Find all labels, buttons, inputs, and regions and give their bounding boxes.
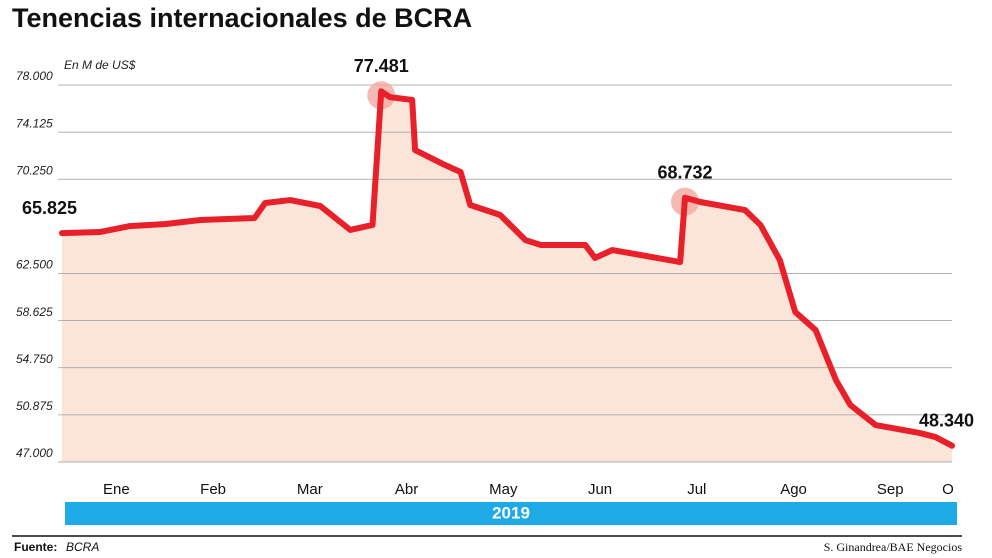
y-tick-label: 50.875 (16, 399, 53, 413)
y-tick-label: 54.750 (16, 352, 53, 366)
line (59, 88, 955, 449)
x-tick-label: O (942, 481, 954, 498)
data-label: 77.481 (354, 56, 409, 76)
x-tick-label: Feb (200, 481, 226, 498)
area (62, 91, 952, 462)
x-tick-label: Sep (877, 481, 904, 498)
x-tick-label: Ene (103, 481, 130, 498)
y-tick-label: 58.625 (16, 305, 53, 319)
x-tick-label: Mar (297, 481, 323, 498)
y-tick-label: 78.000 (16, 69, 53, 83)
year-band (65, 502, 957, 525)
data-label: 48.340 (919, 410, 974, 430)
x-tick-label: May (489, 481, 518, 498)
y-tick-label: 62.500 (16, 258, 53, 272)
x-tick-label: Ago (780, 481, 807, 498)
year-label: 2019 (492, 503, 530, 522)
chart-subtitle: En M de US$ (64, 58, 136, 72)
source: BCRA (66, 540, 99, 554)
credit: S. Ginandrea/BAE Negocios (824, 540, 963, 554)
y-tick-label: 74.125 (16, 116, 53, 130)
source-label: Fuente: (14, 540, 57, 554)
y-tick-label: 47.000 (16, 446, 53, 460)
data-label: 65.825 (22, 198, 77, 218)
x-tick-label: Abr (395, 481, 418, 498)
x-tick-label: Jul (687, 481, 706, 498)
chart-title: Tenencias internacionales de BCRA (12, 3, 472, 33)
x-tick-label: Jun (588, 481, 612, 498)
y-tick-label: 70.250 (16, 163, 53, 177)
data-label: 68.732 (657, 162, 712, 182)
